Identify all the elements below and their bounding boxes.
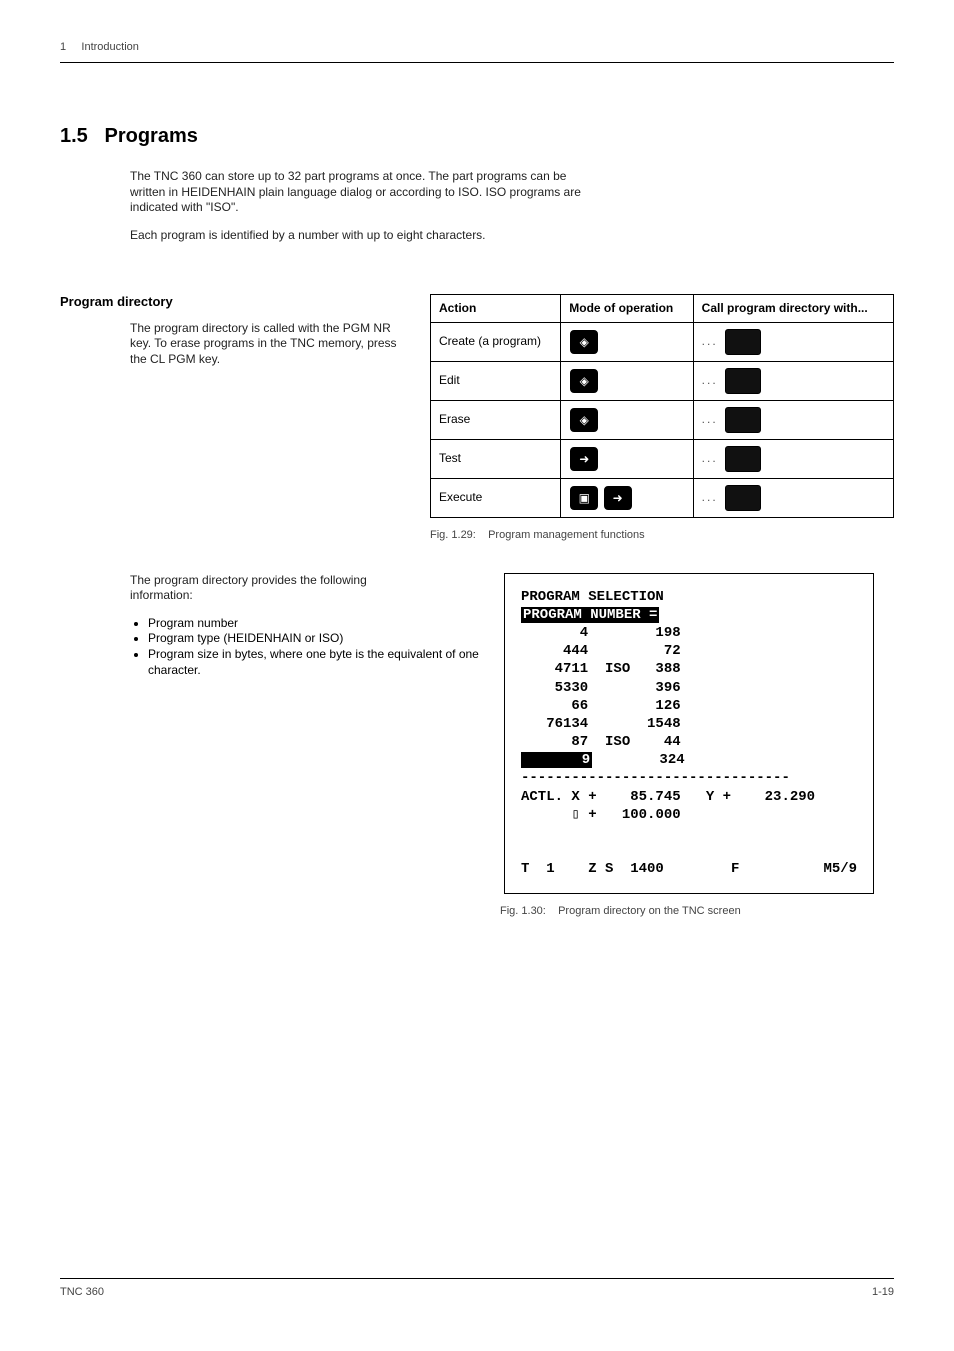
call-cell: ... <box>693 479 893 518</box>
figure-caption-1: Fig. 1.29: Program management functions <box>430 528 894 542</box>
col-mode: Mode of operation <box>561 294 693 323</box>
page-footer: TNC 360 1-19 <box>60 1278 894 1299</box>
screen-title: PROGRAM SELECTION <box>521 589 664 605</box>
action-table: Action Mode of operation Call program di… <box>430 294 894 519</box>
dots: ... <box>702 412 718 426</box>
screen-footer: T 1 Z S 1400 F M5/9 <box>521 861 857 877</box>
call-cell: ... <box>693 440 893 479</box>
bullet-item: Program number <box>148 616 480 632</box>
bullet-item: Program size in bytes, where one byte is… <box>148 647 480 678</box>
action-cell: Test <box>431 440 561 479</box>
table-row: Erase ◈ ... <box>431 401 894 440</box>
screen-divider: -------------------------------- <box>521 770 790 786</box>
screen-row: 76134 1548 <box>521 716 681 732</box>
intro-paragraph-1: The TNC 360 can store up to 32 part prog… <box>130 169 590 216</box>
mode-cell: ◈ <box>561 323 693 362</box>
table-row: Create (a program) ◈ ... <box>431 323 894 362</box>
editor-mode-icon: ◈ <box>570 330 598 354</box>
screen-actl-2: ▯ + 100.000 <box>521 807 681 823</box>
key-icon <box>725 407 761 433</box>
key-icon <box>725 446 761 472</box>
table-row: Edit ◈ ... <box>431 362 894 401</box>
action-cell: Execute <box>431 479 561 518</box>
editor-mode-icon: ◈ <box>570 369 598 393</box>
section-name: Programs <box>104 125 197 147</box>
screen-selected-row: 9 <box>521 752 592 768</box>
key-icon <box>725 368 761 394</box>
tnc-screen: PROGRAM SELECTION PROGRAM NUMBER = 4 198… <box>504 573 874 894</box>
mode-cell: ◈ <box>561 401 693 440</box>
mode-cell: ▣ ➜ <box>561 479 693 518</box>
footer-left: TNC 360 <box>60 1285 104 1299</box>
fig-label: Fig. 1.29: <box>430 529 476 541</box>
action-cell: Erase <box>431 401 561 440</box>
call-cell: ... <box>693 362 893 401</box>
screen-selected-row-right: 324 <box>592 752 684 768</box>
footer-right: 1-19 <box>872 1285 894 1299</box>
run-single-icon: ▣ <box>570 486 598 510</box>
program-directory-heading: Program directory <box>60 294 410 311</box>
call-cell: ... <box>693 401 893 440</box>
mode-cell: ◈ <box>561 362 693 401</box>
col-call: Call program directory with... <box>693 294 893 323</box>
dots: ... <box>702 451 718 465</box>
test-mode-icon: ➜ <box>570 447 598 471</box>
dots: ... <box>702 373 718 387</box>
tnc-screen-content: PROGRAM SELECTION PROGRAM NUMBER = 4 198… <box>521 588 857 879</box>
section-number: 1.5 <box>60 125 88 147</box>
chapter-title: Introduction <box>81 41 138 53</box>
table-row: Test ➜ ... <box>431 440 894 479</box>
fig-text: Program management functions <box>488 529 645 541</box>
bullet-item: Program type (HEIDENHAIN or ISO) <box>148 631 480 647</box>
chapter-number: 1 <box>60 41 66 53</box>
intro-paragraph-2: Each program is identified by a number w… <box>130 228 590 244</box>
key-icon <box>725 329 761 355</box>
table-row: Execute ▣ ➜ ... <box>431 479 894 518</box>
running-header: 1 Introduction <box>60 40 894 63</box>
call-cell: ... <box>693 323 893 362</box>
editor-mode-icon: ◈ <box>570 408 598 432</box>
screen-row: 87 ISO 44 <box>521 734 681 750</box>
screen-row: 5330 396 <box>521 680 681 696</box>
screen-row: 4711 ISO 388 <box>521 661 681 677</box>
key-icon <box>725 485 761 511</box>
section-title: 1.5 Programs <box>60 123 894 149</box>
screen-row: 66 126 <box>521 698 681 714</box>
mode-cell: ➜ <box>561 440 693 479</box>
screen-row: 4 198 <box>521 625 681 641</box>
fig-label: Fig. 1.30: <box>500 905 546 917</box>
screen-prompt: PROGRAM NUMBER = <box>521 607 659 623</box>
screen-actl-1: ACTL. X + 85.745 Y + 23.290 <box>521 789 815 805</box>
action-cell: Create (a program) <box>431 323 561 362</box>
figure-caption-2: Fig. 1.30: Program directory on the TNC … <box>500 904 904 918</box>
fig-text: Program directory on the TNC screen <box>558 905 741 917</box>
dots: ... <box>702 490 718 504</box>
screen-row: 444 72 <box>521 643 681 659</box>
program-directory-text: The program directory is called with the… <box>60 321 410 368</box>
col-action: Action <box>431 294 561 323</box>
dots: ... <box>702 334 718 348</box>
directory-info-bullets: Program number Program type (HEIDENHAIN … <box>130 616 480 678</box>
action-cell: Edit <box>431 362 561 401</box>
run-full-icon: ➜ <box>604 486 632 510</box>
directory-info-intro: The program directory provides the follo… <box>130 573 410 604</box>
